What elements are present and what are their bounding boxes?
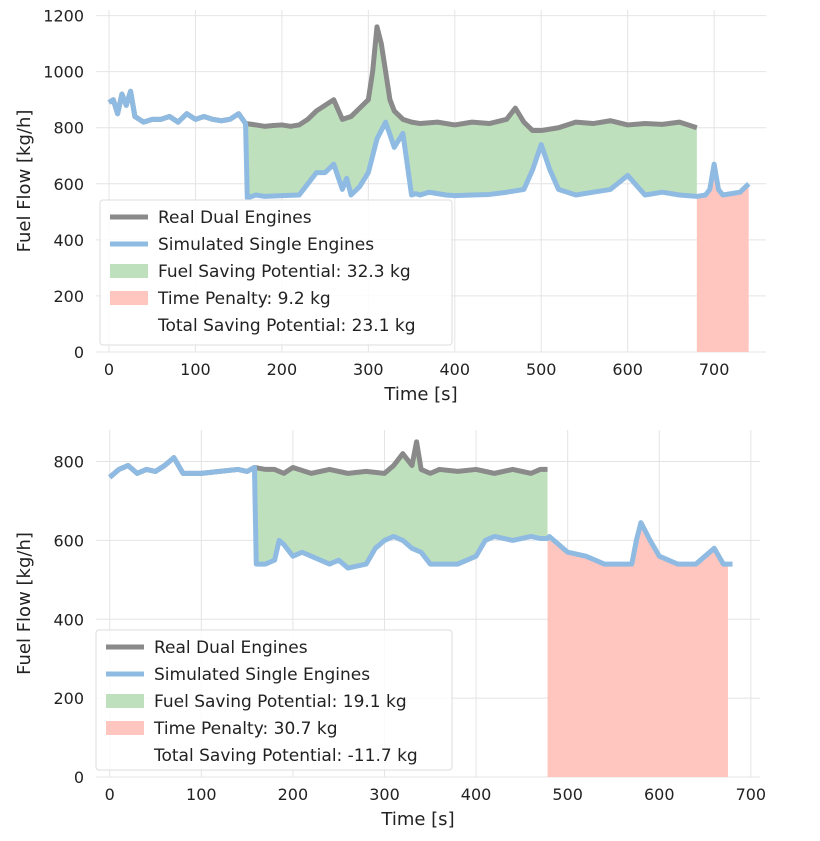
bottom-legend-fuel_saving-label: Fuel Saving Potential: 19.1 kg	[154, 692, 407, 712]
top-ytick-label-0: 0	[74, 343, 84, 362]
top-xtick-label-0: 0	[104, 360, 114, 379]
top-xtick-label-5: 500	[526, 360, 557, 379]
top-ytick-label-3: 600	[53, 175, 84, 194]
bottom-simulated-single-line	[108, 455, 733, 571]
bottom-xtick-label-7: 700	[736, 785, 767, 804]
top-chart: 0 100 200 300 400 500 600 700 0 200 400 600 800 1000 1…	[14, 7, 766, 405]
top-xtick-label-4: 400	[440, 360, 471, 379]
top-xtick-label-1: 100	[180, 360, 211, 379]
bottom-legend-simulated-label: Simulated Single Engines	[154, 665, 370, 685]
top-legend-box	[99, 199, 453, 346]
top-legend-time_penalty-label: Time Penalty: 9.2 kg	[157, 289, 331, 309]
bottom-legend-total-label: Total Saving Potential: -11.7 kg	[153, 746, 418, 766]
bottom-ytick-label-4: 800	[53, 453, 84, 472]
top-legend-simulated-label: Simulated Single Engines	[158, 235, 374, 255]
bottom-y-axis-label: Fuel Flow [kg/h]	[14, 532, 35, 675]
top-xtick-label-2: 200	[267, 360, 298, 379]
bottom-ytick-label-2: 400	[53, 610, 84, 629]
bottom-xtick-label-6: 600	[644, 785, 675, 804]
top-xtick-label-3: 300	[353, 360, 384, 379]
top-ytick-label-5: 1000	[43, 63, 84, 82]
bottom-fuel-saving-area	[254, 446, 548, 569]
top-legend-fuel_saving-swatch	[110, 264, 148, 278]
bottom-legend-fuel_saving-swatch	[106, 694, 144, 708]
top-xtick-label-7: 700	[699, 360, 730, 379]
bottom-legend-time_penalty-swatch	[106, 721, 144, 735]
top-real-dual-line	[107, 24, 698, 134]
bottom-time-penalty-area	[547, 522, 728, 777]
top-ytick-label-2: 400	[53, 231, 84, 250]
top-legend-time_penalty-swatch	[110, 291, 148, 305]
bottom-legend-box	[95, 629, 453, 771]
bottom-chart: 0 100 200 300 400 500 600 700 0 200 400 600 800 Time …	[14, 430, 767, 830]
bottom-xtick-label-3: 300	[369, 785, 400, 804]
top-ytick-label-1: 200	[53, 287, 84, 306]
bottom-xtick-label-0: 0	[105, 785, 115, 804]
top-legend-total-label: Total Saving Potential: 23.1 kg	[157, 316, 416, 336]
top-time-penalty-area	[696, 164, 749, 352]
bottom-xtick-label-5: 500	[552, 785, 583, 804]
top-xtick-label-6: 600	[612, 360, 643, 379]
bottom-ytick-label-1: 200	[53, 689, 84, 708]
top-fuel-saving-area	[245, 26, 697, 198]
top-y-axis-label: Fuel Flow [kg/h]	[14, 110, 35, 253]
bottom-xtick-label-4: 400	[461, 785, 492, 804]
bottom-legend-real-label: Real Dual Engines	[154, 638, 308, 658]
top-ytick-label-4: 800	[53, 119, 84, 138]
bottom-xtick-label-1: 100	[186, 785, 217, 804]
bottom-ytick-label-3: 600	[53, 531, 84, 550]
top-x-axis-label: Time [s]	[383, 384, 457, 405]
top-legend-fuel_saving-label: Fuel Saving Potential: 32.3 kg	[158, 262, 411, 282]
top-legend-real-label: Real Dual Engines	[158, 208, 312, 228]
top-ytick-label-6: 1200	[43, 7, 84, 26]
bottom-legend-time_penalty-label: Time Penalty: 30.7 kg	[153, 719, 338, 739]
bottom-x-axis-label: Time [s]	[380, 809, 454, 830]
bottom-xtick-label-2: 200	[278, 785, 309, 804]
top-simulated-single-line	[107, 88, 751, 201]
bottom-ytick-label-0: 0	[74, 768, 84, 787]
